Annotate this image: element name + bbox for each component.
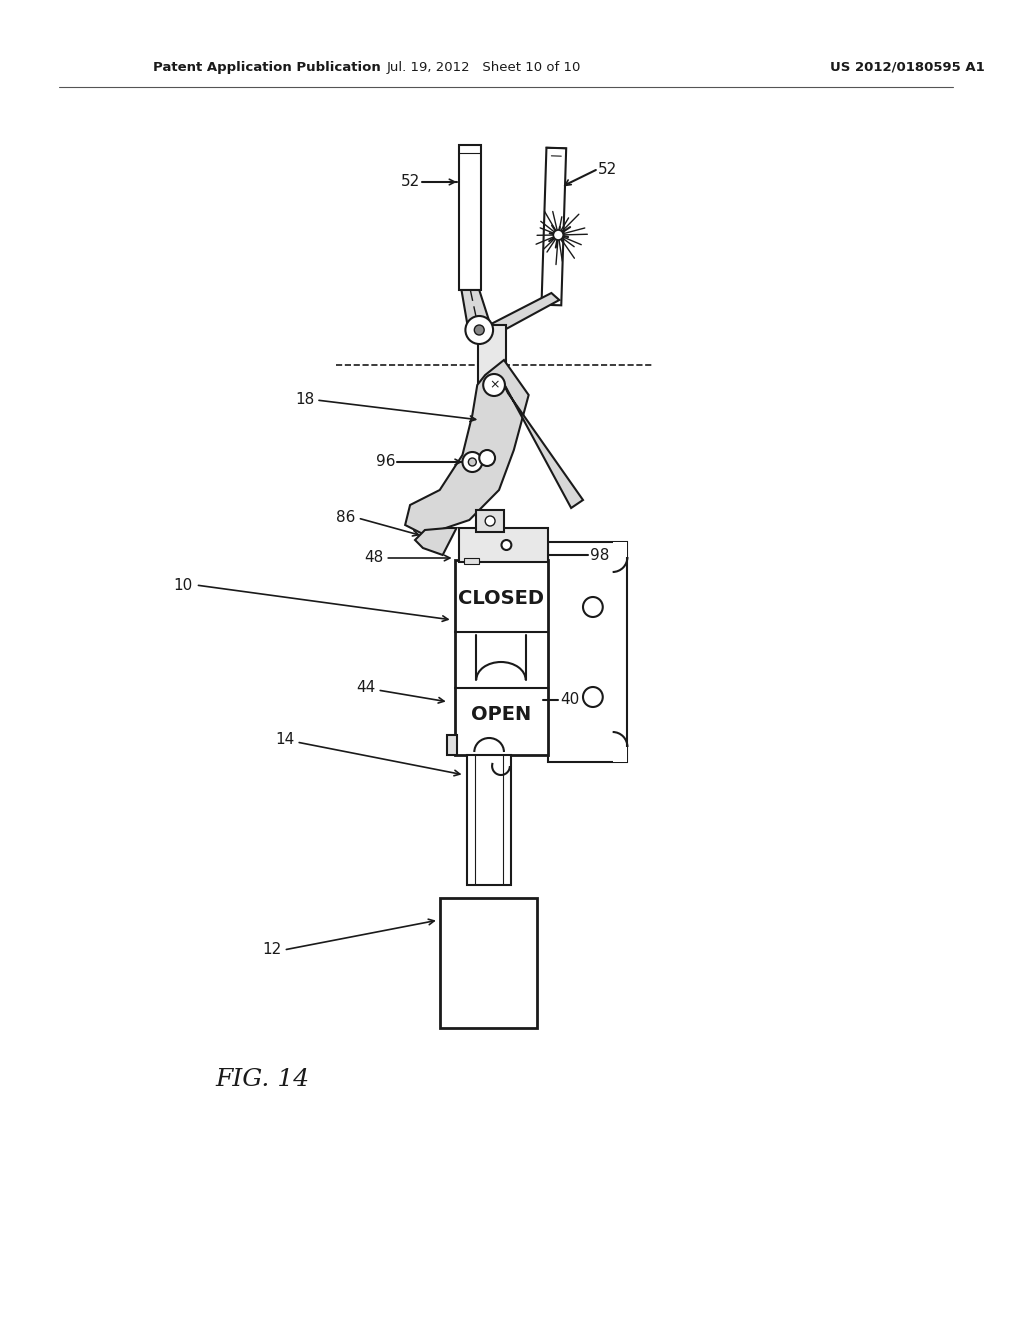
Text: 14: 14 bbox=[275, 733, 295, 747]
Text: 12: 12 bbox=[262, 942, 282, 957]
Text: 86: 86 bbox=[336, 511, 355, 525]
Bar bbox=[476, 510, 504, 532]
Text: 44: 44 bbox=[356, 681, 376, 696]
Text: CLOSED: CLOSED bbox=[459, 589, 545, 607]
Bar bbox=[478, 325, 506, 385]
Polygon shape bbox=[462, 290, 492, 337]
Polygon shape bbox=[415, 528, 457, 554]
Polygon shape bbox=[502, 380, 583, 508]
Text: OPEN: OPEN bbox=[471, 705, 531, 725]
Bar bbox=[465, 558, 479, 564]
Text: 96: 96 bbox=[376, 454, 395, 470]
Text: 40: 40 bbox=[560, 693, 580, 708]
Text: US 2012/0180595 A1: US 2012/0180595 A1 bbox=[830, 61, 985, 74]
Bar bbox=[612, 543, 628, 557]
Text: Jul. 19, 2012   Sheet 10 of 10: Jul. 19, 2012 Sheet 10 of 10 bbox=[387, 61, 582, 74]
Circle shape bbox=[553, 230, 563, 240]
Bar bbox=[460, 528, 549, 562]
Circle shape bbox=[468, 458, 476, 466]
Bar bbox=[455, 560, 549, 755]
Text: 98: 98 bbox=[590, 548, 609, 562]
Text: ×: × bbox=[488, 379, 500, 392]
Circle shape bbox=[502, 540, 511, 550]
Text: Patent Application Publication: Patent Application Publication bbox=[154, 61, 381, 74]
Circle shape bbox=[466, 315, 494, 345]
Text: FIG. 14: FIG. 14 bbox=[215, 1068, 309, 1092]
Text: 10: 10 bbox=[173, 578, 193, 593]
Circle shape bbox=[483, 374, 505, 396]
Circle shape bbox=[583, 597, 603, 616]
Circle shape bbox=[583, 686, 603, 708]
Text: 18: 18 bbox=[295, 392, 314, 408]
Circle shape bbox=[485, 516, 495, 525]
Bar bbox=[612, 747, 628, 762]
Circle shape bbox=[479, 450, 495, 466]
Text: 52: 52 bbox=[598, 162, 617, 177]
Text: 48: 48 bbox=[365, 550, 383, 565]
Polygon shape bbox=[549, 543, 628, 762]
Bar bbox=[467, 755, 511, 884]
Bar bbox=[439, 898, 537, 1028]
Circle shape bbox=[463, 451, 482, 473]
Polygon shape bbox=[542, 148, 566, 305]
Text: 52: 52 bbox=[400, 174, 420, 190]
Polygon shape bbox=[406, 360, 528, 535]
Bar bbox=[446, 735, 457, 755]
Polygon shape bbox=[489, 293, 559, 335]
Bar bbox=[460, 145, 481, 290]
Circle shape bbox=[474, 325, 484, 335]
